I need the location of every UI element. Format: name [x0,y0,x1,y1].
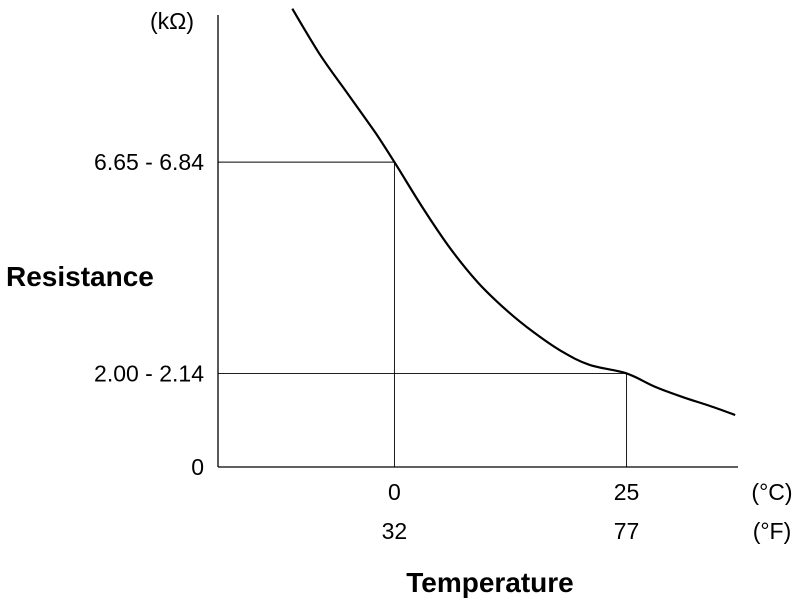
x-tick-label-celsius-1: 25 [614,479,640,505]
x-tick-label-celsius-0: 0 [388,479,401,505]
y-unit-label: (kΩ) [150,8,194,34]
y-tick-labels: 0 2.00 - 2.14 6.65 - 6.84 [94,149,204,480]
x-unit-fahrenheit: (°F) [753,518,792,544]
x-axis-title: Temperature [406,567,574,598]
axes [217,15,738,468]
x-unit-celsius: (°C) [751,479,792,505]
series-line-0 [291,8,736,417]
y-tick-label-0: 0 [191,454,204,480]
y-tick-label-1: 2.00 - 2.14 [94,360,204,386]
x-tick-label-fahrenheit-1: 77 [614,518,640,544]
reference-lines [218,161,628,467]
y-tick-label-2: 6.65 - 6.84 [94,149,204,175]
x-tick-labels: 0 32 25 77 [382,479,640,544]
x-tick-label-fahrenheit-0: 32 [382,518,408,544]
y-axis-title: Resistance [6,261,154,292]
series-layer [291,8,736,417]
